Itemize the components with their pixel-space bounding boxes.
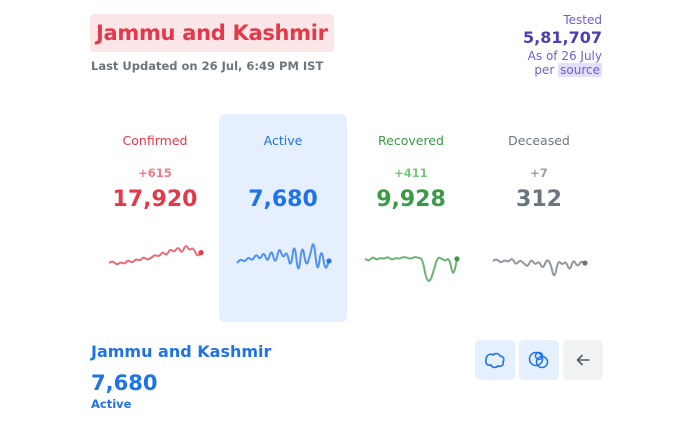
tested-label: Tested xyxy=(563,13,602,27)
back-button[interactable] xyxy=(563,340,603,380)
deceased-value: 312 xyxy=(516,187,562,212)
map-state-title: Jammu and Kashmir xyxy=(91,342,272,361)
recovered-label: Recovered xyxy=(378,133,444,148)
deceased-sparkline xyxy=(492,258,588,277)
recovered-value: 9,928 xyxy=(376,187,446,212)
bubble-map-icon xyxy=(528,351,549,369)
active-sparkline xyxy=(236,243,332,270)
confirmed-sparkline xyxy=(108,245,204,266)
sparkline-path xyxy=(108,245,202,266)
map-stat-value: 7,680 xyxy=(91,371,158,395)
bubble-map-button[interactable] xyxy=(519,340,559,380)
tested-per-text: per xyxy=(534,63,555,77)
recovered-card[interactable]: Recovered +411 9,928 xyxy=(347,114,475,322)
deceased-label: Deceased xyxy=(508,133,570,148)
district-map-button[interactable] xyxy=(475,340,515,380)
state-title: Jammu and Kashmir xyxy=(90,14,334,52)
stat-cards: Confirmed +615 17,920 Active 7,680 Recov… xyxy=(91,114,603,322)
sparkline-end-dot xyxy=(582,260,588,266)
district-map-icon xyxy=(485,352,505,369)
confirmed-value: 17,920 xyxy=(112,187,198,212)
sparkline-end-dot xyxy=(326,258,332,264)
active-value: 7,680 xyxy=(248,187,318,212)
confirmed-label: Confirmed xyxy=(122,133,188,148)
sparkline-path xyxy=(492,258,586,277)
confirmed-card[interactable]: Confirmed +615 17,920 xyxy=(91,114,219,322)
last-updated-text: Last Updated on 26 Jul, 6:49 PM IST xyxy=(91,59,324,73)
recovered-sparkline xyxy=(364,256,460,282)
recovered-delta: +411 xyxy=(394,166,428,180)
active-label: Active xyxy=(263,133,303,148)
tested-source-line: per source xyxy=(523,63,602,78)
confirmed-delta: +615 xyxy=(138,166,172,180)
sparkline-path xyxy=(236,243,330,270)
sparkline-end-dot xyxy=(454,256,460,262)
tested-as-of: As of 26 July xyxy=(527,49,602,63)
sparkline-path xyxy=(364,256,458,282)
back-arrow-icon xyxy=(576,354,590,366)
map-stat-label: Active xyxy=(91,397,132,411)
active-card[interactable]: Active 7,680 xyxy=(219,114,347,322)
tested-value: 5,81,707 xyxy=(523,28,602,47)
deceased-card[interactable]: Deceased +7 312 xyxy=(475,114,603,322)
sparkline-end-dot xyxy=(198,250,204,256)
source-link[interactable]: source xyxy=(558,63,602,77)
deceased-delta: +7 xyxy=(530,166,548,180)
tested-summary: Tested 5,81,707 As of 26 July per source xyxy=(523,13,602,78)
